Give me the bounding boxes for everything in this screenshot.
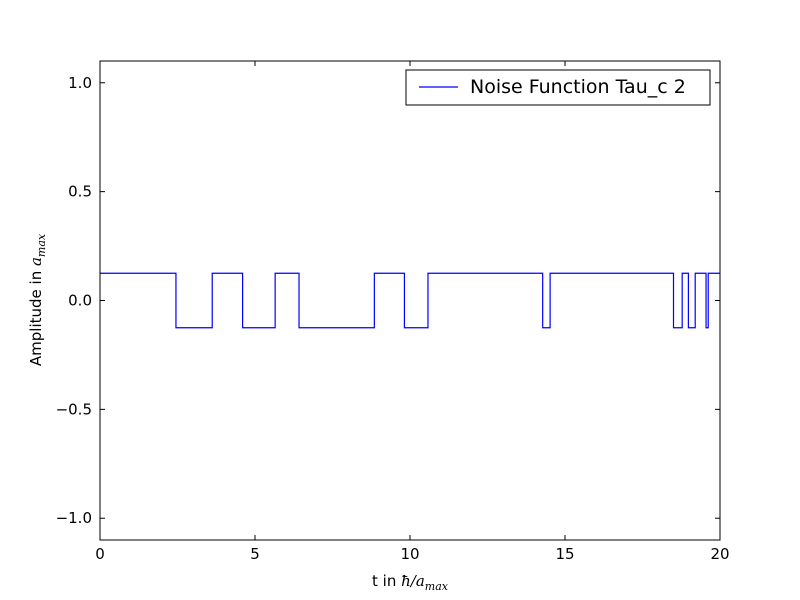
- y-tick-label: −0.5: [56, 400, 92, 418]
- x-tick-label: 10: [400, 545, 419, 563]
- x-axis-label-sub: max: [425, 580, 449, 593]
- y-axis-label: Amplitude in amax: [27, 233, 48, 366]
- x-axis-label-hbar: ħ: [401, 572, 411, 590]
- x-tick-label: 5: [250, 545, 260, 563]
- ticks-layer: 0 5 10 15 20 −1.0 −0.5 0.0 0.5 1.0: [56, 61, 730, 563]
- plot-frame: [99, 60, 721, 541]
- y-axis-label-sub: max: [35, 233, 48, 257]
- series-layer: [100, 272, 720, 329]
- y-tick-label: 0.5: [68, 183, 92, 201]
- x-tick-label: 20: [710, 545, 729, 563]
- y-tick-label: 0.0: [68, 292, 92, 310]
- x-tick-label: 0: [95, 545, 105, 563]
- x-tick-label: 15: [555, 545, 574, 563]
- y-axis-label-base: a: [27, 257, 45, 266]
- x-axis-label-slash: /: [409, 572, 418, 590]
- series-line-0: [100, 272, 720, 329]
- y-tick-label: −1.0: [56, 509, 92, 527]
- x-axis-label: t in ħ/amax: [372, 572, 449, 593]
- plot-area: [100, 61, 720, 540]
- y-axis-label-prefix: Amplitude in: [27, 266, 45, 366]
- x-axis-label-base: a: [416, 572, 425, 590]
- legend: Noise Function Tau_c 2: [405, 69, 711, 106]
- legend-label-noise-function: Noise Function Tau_c 2: [470, 76, 686, 98]
- x-axis-label-prefix: t in: [372, 572, 401, 590]
- y-tick-label: 1.0: [68, 74, 92, 92]
